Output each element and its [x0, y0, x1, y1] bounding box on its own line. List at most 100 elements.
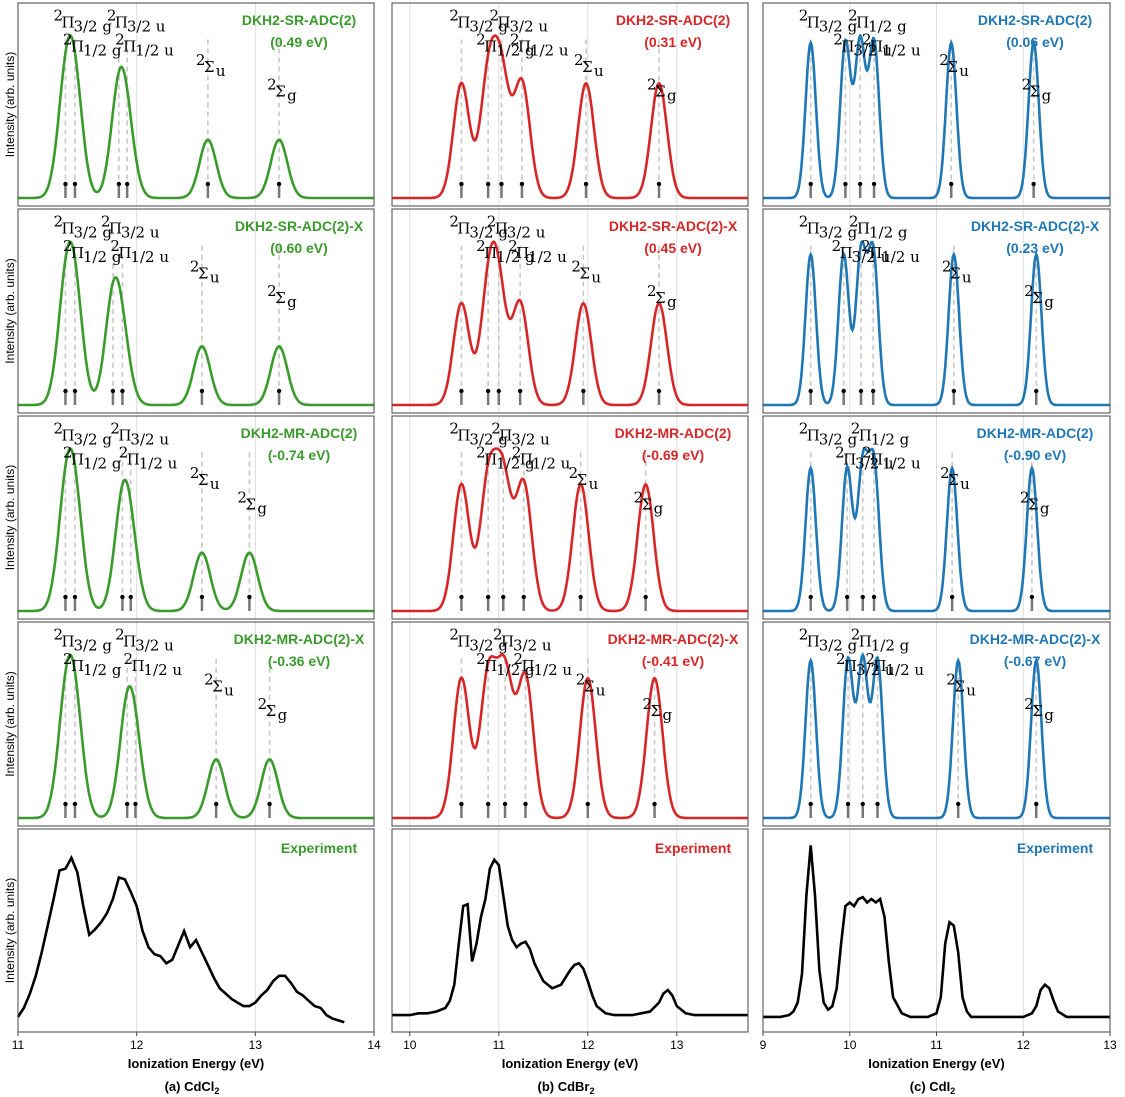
method-name: DKH2-SR-ADC(2)-X: [609, 218, 738, 234]
x-tick-label: 14: [367, 1038, 381, 1052]
label-subscript: 3/2 g: [73, 17, 112, 35]
x-tick-label: 11: [12, 1038, 25, 1052]
label-superscript: 2: [861, 237, 871, 255]
label-superscript: 2: [866, 650, 876, 668]
label-symbol: Π: [869, 244, 882, 262]
label-symbol: Π: [484, 451, 497, 469]
label-subscript: 3/2 u: [856, 661, 895, 679]
y-axis-label: Intensity (arb. units): [3, 465, 17, 570]
label-superscript: 2: [107, 6, 117, 24]
label-symbol: Π: [499, 426, 512, 444]
x-tick-label: 11: [493, 1038, 506, 1052]
label-symbol: Π: [495, 219, 508, 237]
label-subscript: u: [591, 268, 601, 286]
stick-head: [485, 181, 491, 187]
label-superscript: 2: [110, 237, 120, 255]
label-subscript: 3/2 u: [130, 430, 169, 448]
label-symbol: Π: [859, 632, 872, 650]
energy-shift: (0.45 eV): [644, 240, 702, 256]
label-subscript: 1/2 g: [83, 42, 122, 60]
stick-head: [501, 594, 506, 600]
stick-head: [459, 388, 464, 394]
label-subscript: u: [960, 475, 970, 493]
label-subscript: 3/2 g: [73, 430, 112, 448]
spectrum-line: [763, 447, 1110, 613]
label-symbol: Π: [457, 632, 470, 650]
stick-head: [72, 181, 78, 187]
label-subscript: g: [278, 706, 288, 724]
label-symbol: Σ: [204, 58, 215, 76]
label-subscript: 3/2 g: [469, 223, 508, 241]
label-superscript: 2: [1020, 488, 1030, 506]
label-subscript: u: [962, 268, 972, 286]
label-symbol: Π: [118, 426, 131, 444]
stick-head: [213, 801, 219, 807]
label-superscript: 2: [848, 6, 858, 24]
label-subscript: u: [966, 681, 976, 699]
label-subscript: 1/2 u: [886, 661, 925, 679]
label-superscript: 2: [574, 51, 584, 69]
stick-head: [875, 801, 880, 807]
label-subscript: 3/2 g: [469, 430, 508, 448]
label-subscript: 1/2 g: [868, 17, 907, 35]
stick-head: [72, 801, 78, 807]
x-axis-label: Ionization Energy (eV): [128, 1056, 265, 1071]
label-symbol: Π: [457, 219, 470, 237]
label-subscript: 1/2 u: [881, 248, 920, 266]
label-subscript: 1/2 u: [139, 455, 178, 473]
label-subscript: 1/2 g: [496, 455, 535, 473]
stick-head: [1029, 594, 1035, 600]
label-symbol: Π: [843, 451, 856, 469]
label-symbol: Σ: [655, 289, 666, 307]
stick-head: [124, 801, 130, 807]
label-subscript: 3/2 g: [819, 636, 858, 654]
label-subscript: 1/2 g: [496, 248, 535, 266]
experiment-label: Experiment: [1017, 840, 1094, 856]
label-subscript: g: [667, 86, 677, 104]
stick-head: [583, 181, 589, 187]
stick-head: [485, 388, 491, 394]
label-superscript: 2: [1024, 282, 1034, 300]
label-superscript: 2: [491, 419, 501, 437]
x-tick-label: 13: [249, 1038, 263, 1052]
label-subscript: 3/2 u: [135, 636, 174, 654]
label-superscript: 2: [258, 695, 268, 713]
panel-caption: (b) CdBr2: [537, 1079, 594, 1096]
label-subscript: g: [257, 499, 267, 517]
x-tick-label: 12: [1017, 1038, 1031, 1052]
stick-head: [521, 594, 526, 600]
energy-shift: (-0.69 eV): [642, 447, 704, 463]
stick-head: [841, 388, 846, 394]
label-superscript: 2: [476, 237, 486, 255]
label-superscript: 2: [476, 650, 486, 668]
caption-subscript: 2: [950, 1086, 955, 1096]
label-superscript: 2: [647, 282, 657, 300]
label-subscript: 1/2 g: [871, 636, 910, 654]
label-symbol: Π: [457, 13, 470, 31]
label-superscript: 2: [799, 625, 809, 643]
label-subscript: 3/2 g: [73, 223, 112, 241]
stick-head: [199, 388, 205, 394]
label-superscript: 2: [835, 444, 845, 462]
caption-subscript: 2: [589, 1086, 594, 1096]
label-symbol: Π: [131, 657, 144, 675]
label-subscript: 1/2 g: [83, 661, 122, 679]
stick-head: [485, 594, 491, 600]
spectrum-line: [18, 653, 374, 820]
label-superscript: 2: [569, 464, 579, 482]
label-subscript: 3/2 u: [511, 430, 550, 448]
stick-head: [845, 801, 851, 807]
label-symbol: Σ: [1032, 702, 1043, 720]
label-subscript: 3/2 u: [513, 636, 552, 654]
label-superscript: 2: [862, 31, 872, 49]
label-symbol: Π: [61, 13, 74, 31]
label-superscript: 2: [647, 75, 657, 93]
x-tick-label: 12: [130, 1038, 144, 1052]
stick-head: [205, 181, 211, 187]
label-subscript: 1/2 u: [534, 661, 573, 679]
label-symbol: Π: [118, 244, 131, 262]
